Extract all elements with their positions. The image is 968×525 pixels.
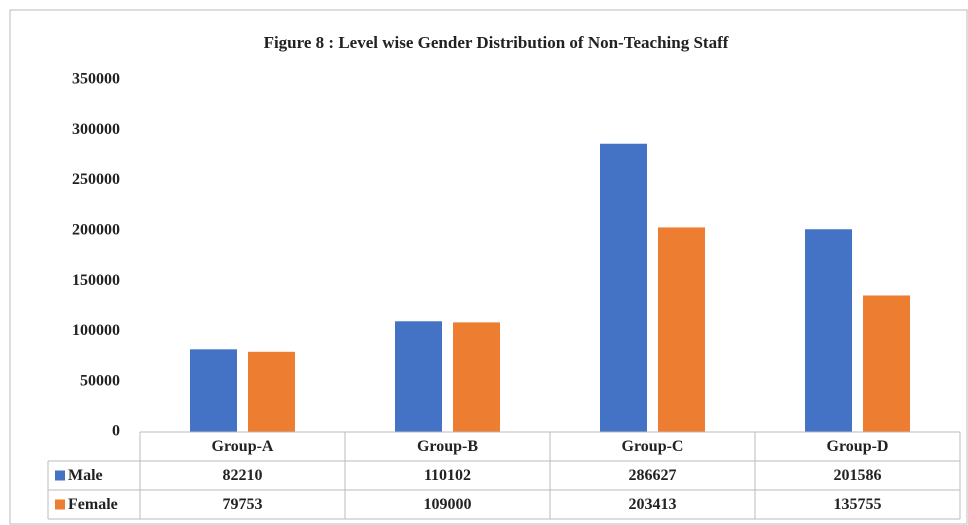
y-tick-label: 150000 [72,272,120,289]
table-value: 82210 [223,467,263,484]
y-tick-label: 50000 [80,372,120,389]
legend-swatch [55,470,65,481]
y-tick-label: 350000 [72,71,120,88]
bar [453,322,500,432]
bar [658,227,705,432]
table-value: 135755 [834,496,882,513]
y-tick-label: 300000 [72,121,120,138]
y-tick-label: 200000 [72,222,120,239]
x-tick-label: Group-D [827,438,889,455]
bar [863,295,910,432]
legend-swatch [55,499,65,510]
x-tick-label: Group-A [212,438,274,455]
bar [395,321,442,432]
table-value: 110102 [424,467,471,484]
table-value: 109000 [424,496,472,513]
y-tick-label: 0 [112,423,120,440]
table-value: 286627 [629,467,677,484]
x-tick-label: Group-B [417,438,478,455]
table-value: 79753 [223,496,263,513]
legend-label: Female [68,496,118,513]
bar [805,229,852,432]
y-tick-label: 100000 [72,322,120,339]
bar [600,143,647,432]
legend-label: Male [68,467,103,484]
chart-title: Figure 8 : Level wise Gender Distributio… [264,33,729,52]
bar [248,351,295,432]
y-tick-label: 250000 [72,171,120,188]
bar [190,349,237,432]
table-value: 203413 [629,496,677,513]
table-value: 201586 [834,467,882,484]
x-tick-label: Group-C [622,438,684,455]
